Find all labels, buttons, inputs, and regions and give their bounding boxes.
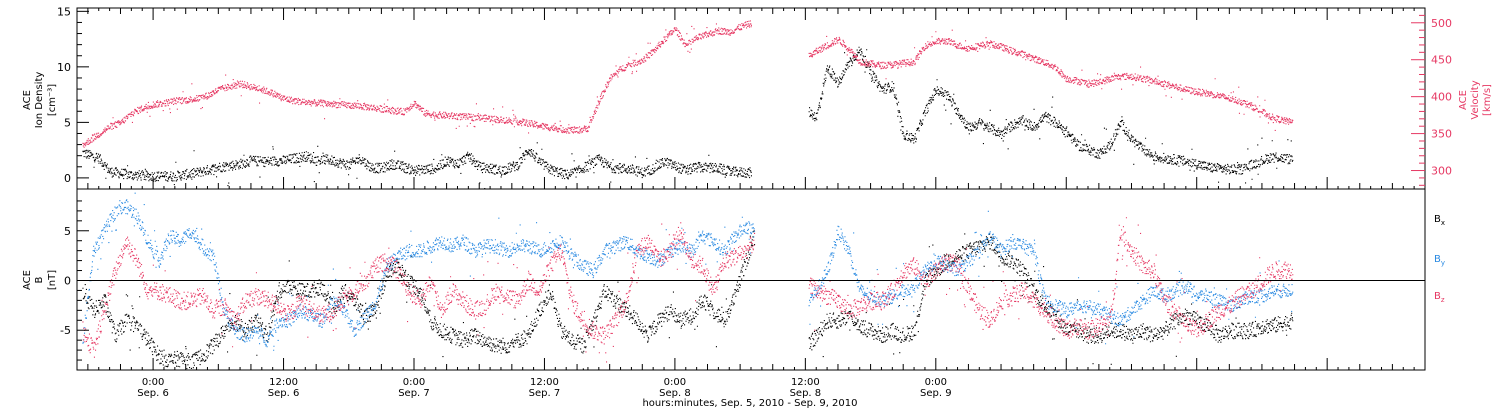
series-velocity-points [82,20,1294,148]
top-y2tick-label: 450 [1431,54,1452,67]
top-y2label-line3: [km/s] [1482,84,1493,116]
series-bx [82,230,1294,370]
bottom-ylabel-line3: [nT] [47,270,58,290]
series-by [82,192,1294,351]
top-y2tick-label: 400 [1431,91,1452,104]
bottom-ytick-label: 5 [64,225,71,238]
xtick-time-label: 12:00 [791,377,820,388]
xtick-date-label: Sep. 6 [137,388,169,399]
top-y2label-line2: Velocity [1470,80,1481,119]
top-y2tick-label: 300 [1431,165,1452,178]
bottom-ylabel-line1: ACE [22,270,33,290]
top-y2tick-label: 350 [1431,128,1452,141]
top-ytick-label: 15 [57,5,71,18]
legend: Bx By Bz [1434,214,1445,304]
series-ion-density-points [82,46,1294,190]
xtick-date-label: Sep. 7 [398,388,430,399]
top-y2tick-label: 500 [1431,17,1452,30]
bottom-ylabel-line2: B [34,276,45,283]
series-ion-density [82,46,1294,190]
xtick-time-label: 0:00 [664,377,686,388]
x-axis-title: hours:minutes, Sep. 5, 2010 - Sep. 9, 20… [642,398,857,409]
xtick-date-label: Sep. 7 [529,388,561,399]
bottom-panel-data [82,192,1294,370]
bottom-ytick-label: -5 [60,324,71,337]
xtick-time-label: 12:00 [530,377,559,388]
bottom-panel-frame [76,188,1426,371]
top-ylabel-line1: ACE [22,90,33,110]
top-ylabel-line2: Ion Density [34,72,45,129]
top-panel-data [82,20,1294,190]
top-ytick-label: 5 [64,116,71,129]
xtick-date-label: Sep. 8 [790,388,822,399]
xtick-date-label: Sep. 8 [659,388,691,399]
series-bz [82,217,1294,363]
xtick-time-label: 12:00 [269,377,298,388]
xtick-time-label: 0:00 [403,377,425,388]
xtick-date-label: Sep. 9 [920,388,952,399]
top-ytick-label: 0 [64,172,71,185]
series-by-points [82,192,1294,351]
series-bz-points [82,217,1294,363]
series-bx-points [82,230,1294,370]
legend-bx: Bx [1434,214,1445,227]
series-velocity [82,20,1294,148]
xtick-time-label: 0:00 [142,377,164,388]
legend-bz: Bz [1434,291,1445,304]
legend-by: By [1434,254,1445,267]
top-y2label-line1: ACE [1458,90,1469,110]
xtick-date-label: Sep. 6 [268,388,300,399]
xtick-time-label: 0:00 [925,377,947,388]
top-ylabel-line3: [cm⁻³] [47,84,58,116]
bottom-ytick-label: 0 [64,274,71,287]
top-ytick-label: 10 [57,61,71,74]
